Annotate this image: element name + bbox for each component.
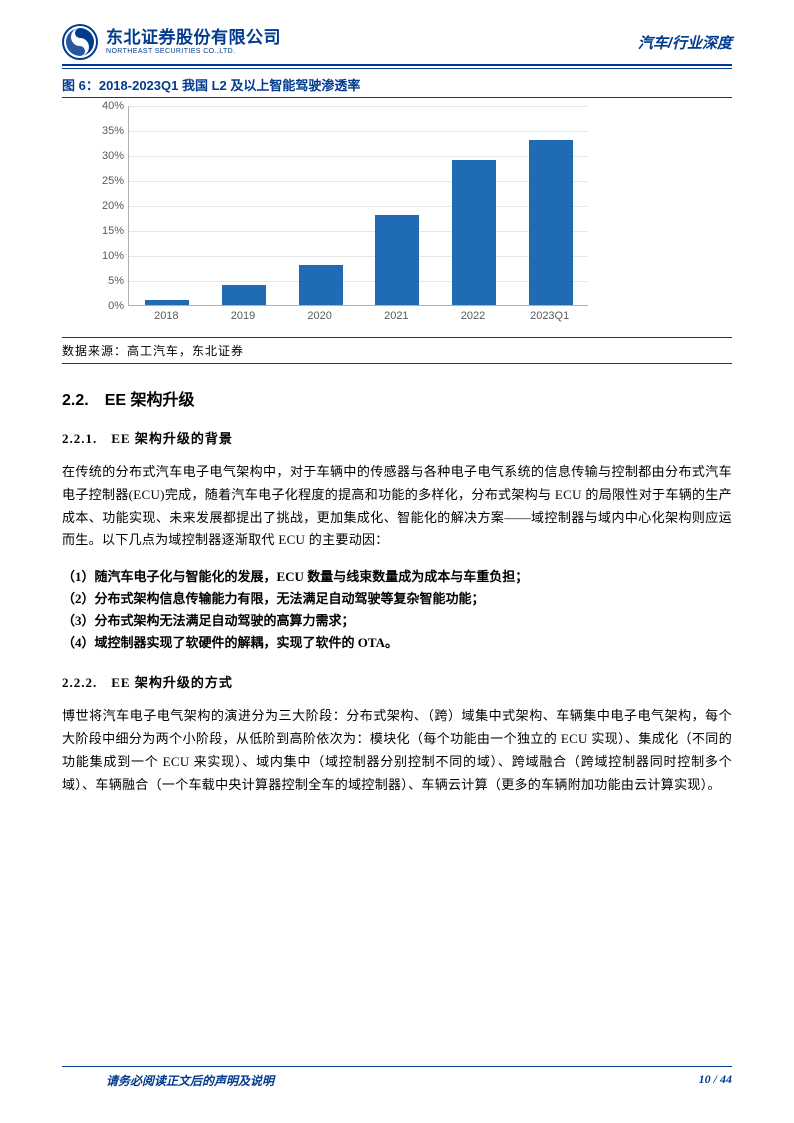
chart-bar [452,160,496,305]
bar-chart: 0%5%10%15%20%25%30%35%40% 20182019202020… [90,106,610,331]
paragraph-background: 在传统的分布式汽车电子电气架构中，对于车辆中的传感器与各种电子电气系统的信息传输… [62,461,732,552]
chart-gridline [129,131,588,132]
chart-ytick-label: 5% [90,275,124,287]
chart-bar [222,285,266,305]
chart-xtick-label: 2021 [366,310,426,322]
page-footer: 请务必阅读正文后的声明及说明 10 / 44 [62,1072,732,1089]
chart-xtick-label: 2022 [443,310,503,322]
chart-xtick-label: 2018 [136,310,196,322]
chart-gridline [129,231,588,232]
chart-xtick-label: 2023Q1 [520,310,580,322]
page-header: 东北证券股份有限公司 NORTHEAST SECURITIES CO.,LTD.… [62,24,732,64]
page-number: 10 / 44 [699,1072,732,1089]
chart-gridline [129,156,588,157]
chart-ytick-label: 30% [90,150,124,162]
chart-ytick-label: 35% [90,125,124,137]
chart-ytick-label: 15% [90,225,124,237]
header-rule-thick [62,64,732,66]
chart-gridline [129,256,588,257]
chart-gridline [129,181,588,182]
chart-gridline [129,106,588,107]
reason-list: （1）随汽车电子化与智能化的发展，ECU 数量与线束数量成为成本与车重负担； （… [62,566,732,654]
chart-bar [529,140,573,305]
chart-ytick-label: 25% [90,175,124,187]
chart-ytick-label: 40% [90,100,124,112]
chart-bar [145,300,189,305]
reason-item-1: （1）随汽车电子化与智能化的发展，ECU 数量与线束数量成为成本与车重负担； [62,566,732,588]
company-logo-icon [62,24,98,60]
chart-gridline [129,281,588,282]
chart-xtick-label: 2019 [213,310,273,322]
heading-2-2-1: 2.2.1. EE 架构升级的背景 [62,428,732,447]
company-name-cn: 东北证券股份有限公司 [106,29,281,48]
chart-ytick-label: 20% [90,200,124,212]
reason-item-3: （3）分布式架构无法满足自动驾驶的高算力需求； [62,610,732,632]
heading-2-2-2: 2.2.2. EE 架构升级的方式 [62,672,732,691]
figure-title: 图 6：2018-2023Q1 我国 L2 及以上智能驾驶渗透率 [62,75,732,98]
chart-ytick-label: 10% [90,250,124,262]
chart-ytick-label: 0% [90,300,124,312]
chart-gridline [129,206,588,207]
chart-data-source: 数据来源：高工汽车，东北证券 [62,337,732,364]
footer-rule [62,1066,732,1067]
chart-bar [375,215,419,305]
reason-item-4: （4）域控制器实现了软硬件的解耦，实现了软件的 OTA。 [62,632,732,654]
reason-item-2: （2）分布式架构信息传输能力有限，无法满足自动驾驶等复杂智能功能； [62,588,732,610]
footer-disclaimer: 请务必阅读正文后的声明及说明 [62,1072,274,1089]
chart-plot-area [128,106,588,306]
header-rule-thin [62,68,732,69]
heading-2-2: 2.2. EE 架构升级 [62,386,732,410]
doc-category: 汽车/行业深度 [638,32,732,53]
paragraph-method: 博世将汽车电子电气架构的演进分为三大阶段：分布式架构、（跨）域集中式架构、车辆集… [62,705,732,796]
company-logo-block: 东北证券股份有限公司 NORTHEAST SECURITIES CO.,LTD. [62,24,281,60]
company-name-en: NORTHEAST SECURITIES CO.,LTD. [106,48,281,55]
chart-bar [299,265,343,305]
chart-xtick-label: 2020 [290,310,350,322]
